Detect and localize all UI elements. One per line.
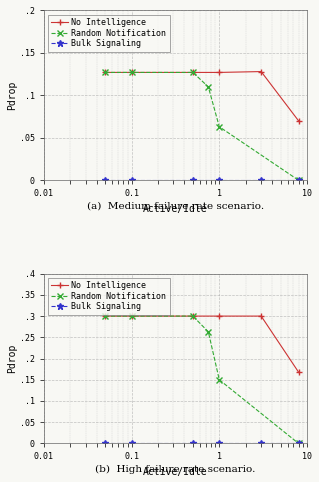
X-axis label: Active/Idle: Active/Idle — [143, 204, 208, 214]
Bulk Signaling — [191, 441, 195, 446]
Random Notification — [206, 329, 210, 335]
Bulk Signaling — [259, 177, 263, 183]
Bulk Signaling — [259, 441, 263, 446]
Bulk Signaling — [297, 441, 300, 446]
No Intelligence — [259, 313, 263, 319]
Random Notification — [297, 441, 300, 446]
Random Notification — [191, 313, 195, 319]
Line: Bulk Signaling: Bulk Signaling — [102, 177, 302, 184]
Random Notification — [206, 84, 210, 90]
Legend: No Intelligence, Random Notification, Bulk Signaling: No Intelligence, Random Notification, Bu… — [48, 278, 170, 315]
Random Notification — [130, 69, 133, 75]
Bulk Signaling — [103, 441, 107, 446]
Text: (a)  Medium failure rate scenario.: (a) Medium failure rate scenario. — [87, 202, 264, 211]
Random Notification — [103, 69, 107, 75]
No Intelligence — [191, 313, 195, 319]
Random Notification — [217, 124, 221, 130]
Y-axis label: Pdrop: Pdrop — [7, 344, 17, 373]
Text: (b)  High failure rate scenario.: (b) High failure rate scenario. — [95, 465, 256, 474]
Line: No Intelligence: No Intelligence — [102, 68, 302, 124]
Line: Bulk Signaling: Bulk Signaling — [102, 440, 302, 447]
Random Notification — [297, 177, 300, 183]
No Intelligence — [297, 369, 300, 375]
No Intelligence — [259, 68, 263, 74]
Bulk Signaling — [103, 177, 107, 183]
Random Notification — [130, 313, 133, 319]
No Intelligence — [217, 69, 221, 75]
Bulk Signaling — [217, 177, 221, 183]
Bulk Signaling — [297, 177, 300, 183]
Bulk Signaling — [130, 441, 133, 446]
Bulk Signaling — [191, 177, 195, 183]
Random Notification — [191, 69, 195, 75]
X-axis label: Active/Idle: Active/Idle — [143, 467, 208, 477]
Line: Random Notification: Random Notification — [102, 313, 302, 447]
Random Notification — [217, 377, 221, 383]
Line: Random Notification: Random Notification — [102, 69, 302, 184]
Legend: No Intelligence, Random Notification, Bulk Signaling: No Intelligence, Random Notification, Bu… — [48, 14, 170, 52]
Random Notification — [103, 313, 107, 319]
No Intelligence — [191, 69, 195, 75]
No Intelligence — [130, 69, 133, 75]
Y-axis label: Pdrop: Pdrop — [7, 80, 17, 110]
No Intelligence — [103, 313, 107, 319]
No Intelligence — [297, 118, 300, 124]
No Intelligence — [217, 313, 221, 319]
No Intelligence — [130, 313, 133, 319]
Bulk Signaling — [130, 177, 133, 183]
Bulk Signaling — [217, 441, 221, 446]
Line: No Intelligence: No Intelligence — [102, 313, 302, 375]
No Intelligence — [103, 69, 107, 75]
